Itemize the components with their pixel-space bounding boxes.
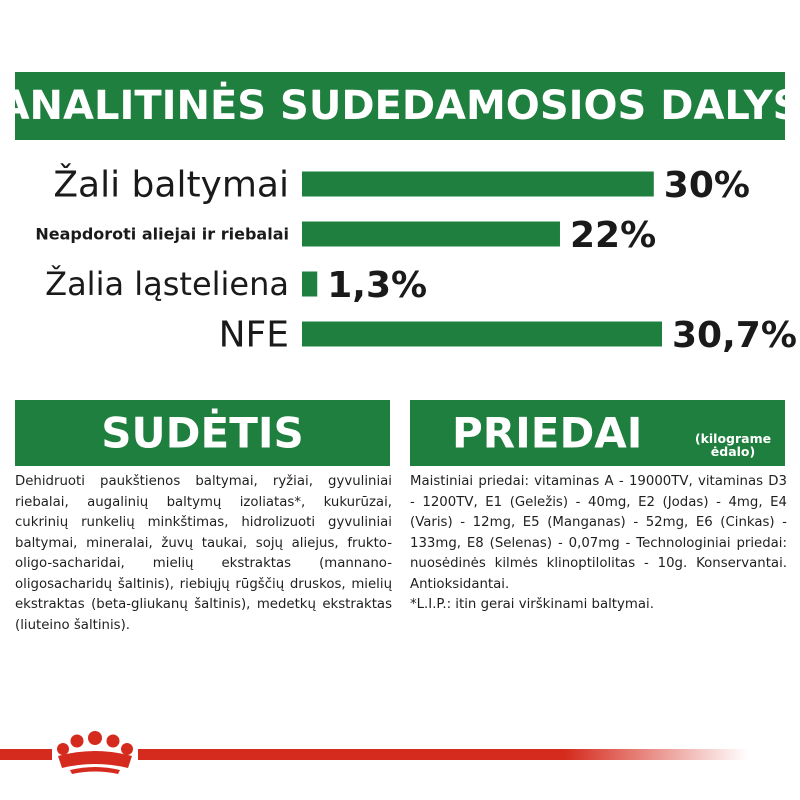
bar-label: Neapdoroti aliejai ir riebalai <box>35 225 289 244</box>
bar <box>302 171 654 197</box>
additives-text-block: Maistiniai priedai: vitaminas A - 19000T… <box>410 472 787 616</box>
analysis-bar-chart: Žali baltymai 30% Neapdoroti aliejai ir ri… <box>35 164 797 356</box>
additives-title: PRIEDAI <box>452 408 643 458</box>
additives-text: Maistiniai priedai: vitaminas A - 19000T… <box>410 474 787 592</box>
royal-canin-crown-logo <box>57 731 133 774</box>
bar-value-label: 1,3% <box>327 265 427 306</box>
bar-value-label: 30% <box>664 165 750 206</box>
additives-header: PRIEDAI (kilograme ėdalo) <box>410 400 785 466</box>
footer-line-left <box>0 749 52 760</box>
bar-label: NFE <box>219 315 289 356</box>
bar <box>302 221 560 247</box>
analysis-banner: ANALITINĖS SUDEDAMOSIOS DALYS <box>0 72 800 140</box>
additives-note: *L.I.P.: itin gerai virškinami baltymai. <box>410 597 654 612</box>
composition-header: SUDĖTIS <box>15 400 390 466</box>
analysis-title: ANALITINĖS SUDEDAMOSIOS DALYS <box>0 83 800 129</box>
bar <box>302 321 662 347</box>
bar <box>302 271 318 297</box>
composition-text: Dehidruoti paukštienos baltymai, ryžiai,… <box>15 474 392 633</box>
bar-label: Žali baltymai <box>53 164 289 206</box>
bar-value-label: 30,7% <box>672 315 797 356</box>
bar-value-label: 22% <box>570 215 656 256</box>
footer-line-right <box>138 749 748 760</box>
additives-unit: (kilograme ėdalo) <box>694 431 772 459</box>
composition-title: SUDĖTIS <box>101 408 304 458</box>
bar-label: Žalia ląsteliena <box>45 265 289 303</box>
